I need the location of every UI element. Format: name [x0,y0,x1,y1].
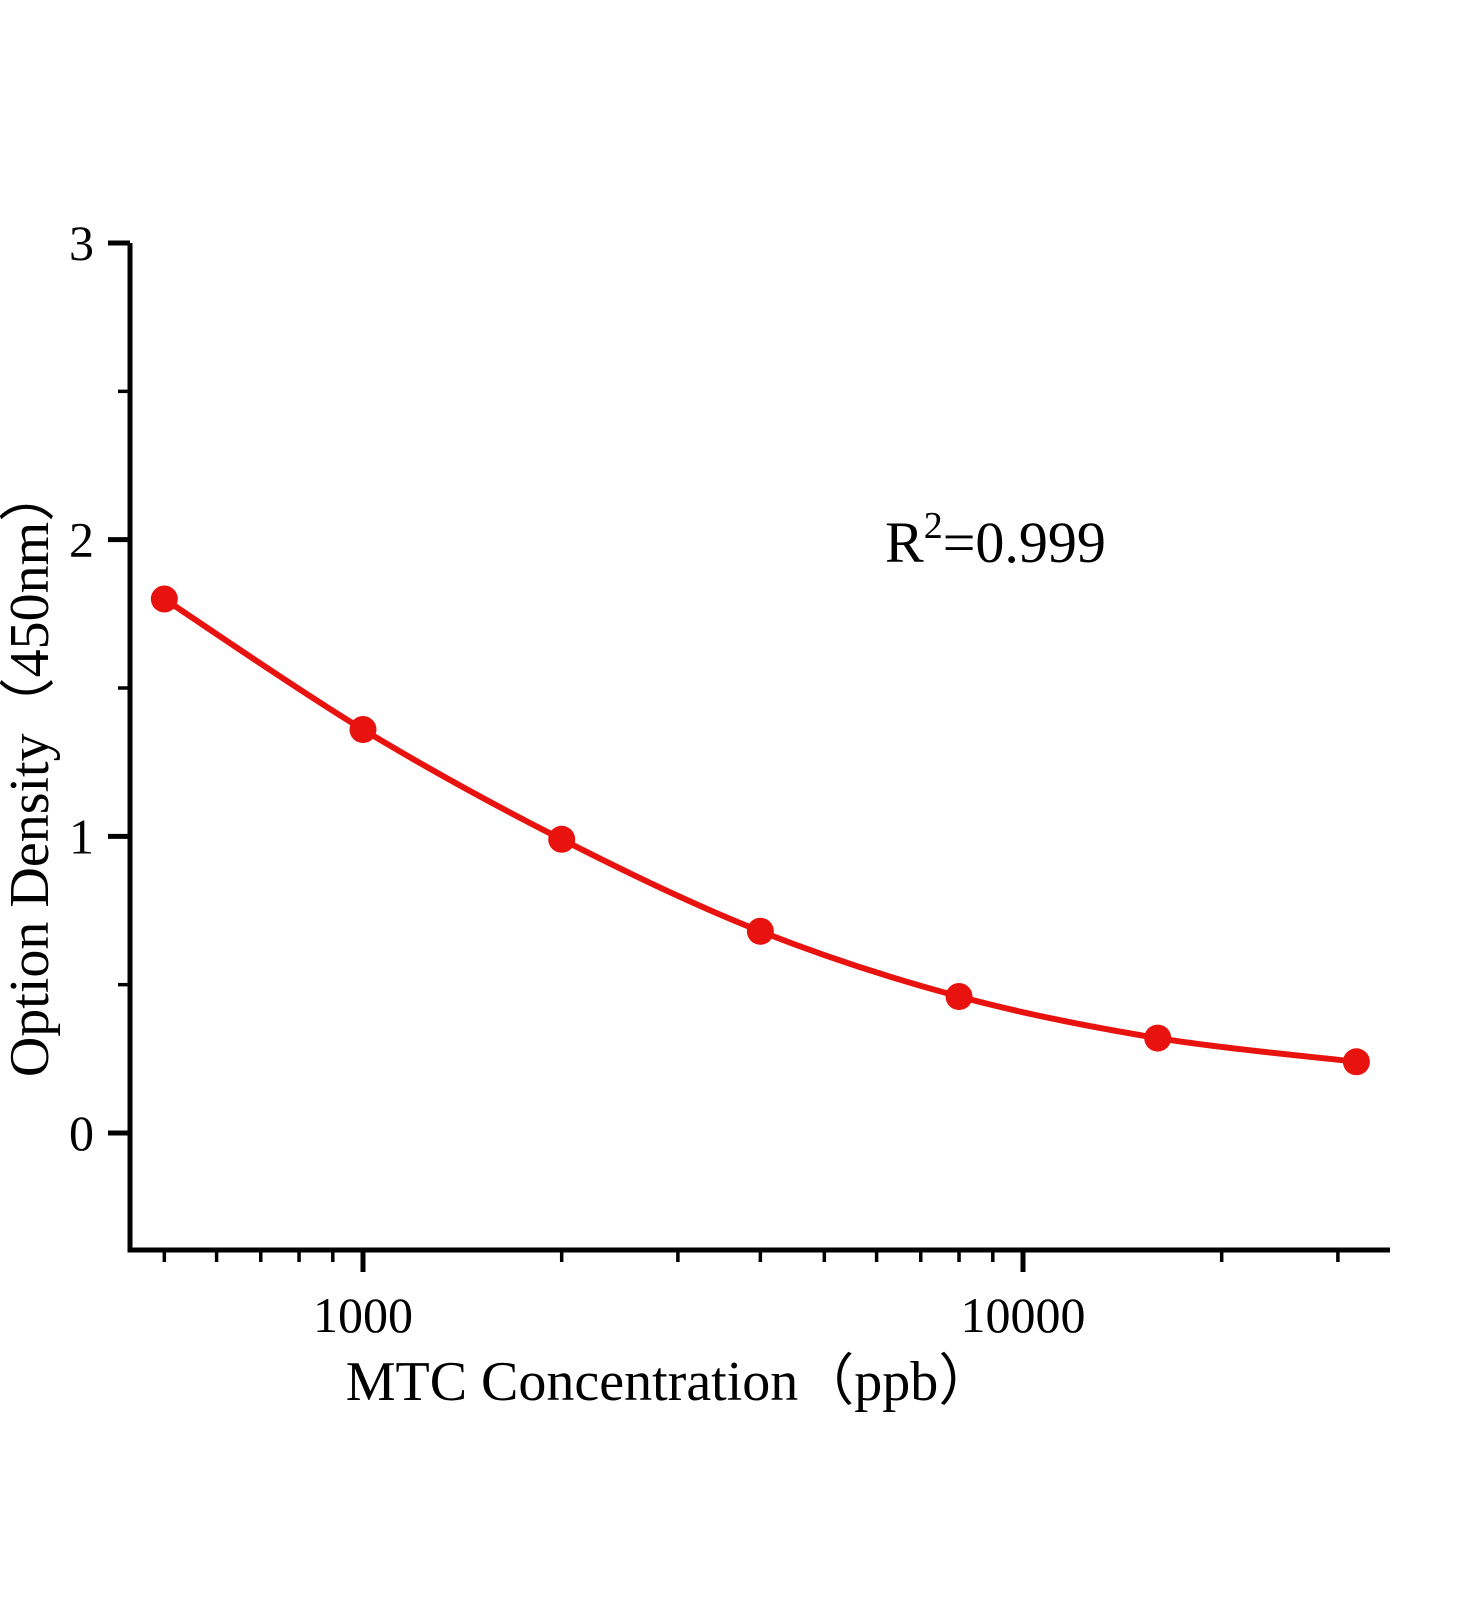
x-axis-title: MTC Concentration（ppb） [346,1351,995,1413]
y-axis-title: Option Density（450nm） [0,466,61,1077]
data-point [150,585,178,613]
data-point [945,983,973,1011]
y-tick-label: 1 [69,808,94,864]
y-tick-label: 0 [69,1105,94,1161]
data-point [746,917,774,945]
fit-curve [162,596,1357,1065]
x-tick-label: 1000 [313,1287,413,1343]
data-point [1144,1024,1172,1052]
r-squared-annotation: R2=0.999 [885,505,1106,575]
data-point [1342,1048,1370,1076]
data-point [349,716,377,744]
y-tick-label: 2 [69,512,94,568]
x-tick-label: 10000 [961,1287,1086,1343]
data-point [548,825,576,853]
y-tick-label: 3 [69,215,94,271]
